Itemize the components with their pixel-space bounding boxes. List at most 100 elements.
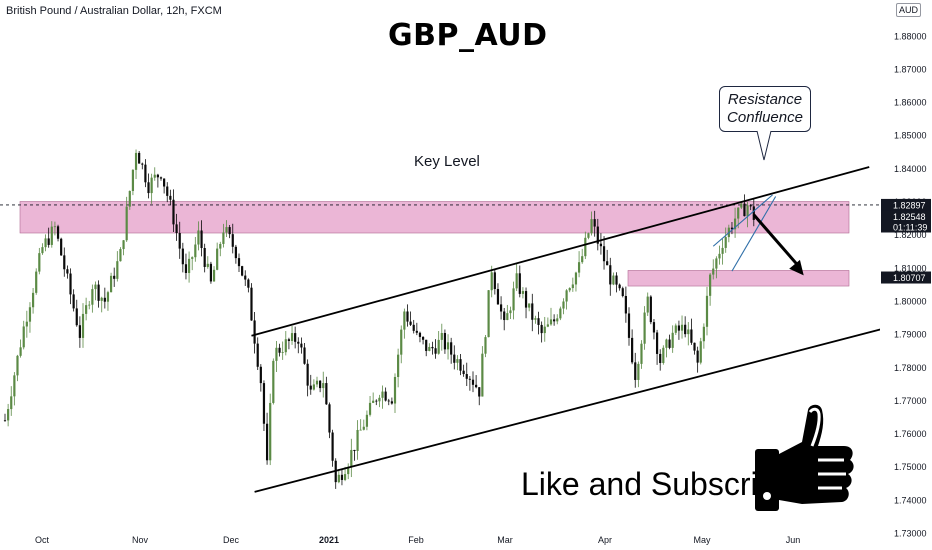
candle-down [690,329,693,343]
candle-down [78,325,81,338]
price-label: 1.82548 [893,212,926,222]
candle-up [487,290,490,338]
candle-down [256,343,259,367]
candle-down [593,219,596,227]
candle-down [518,273,521,294]
price-tick-label: 1.76000 [894,429,927,439]
channel-bottom-line [254,319,917,493]
candle-up [565,290,568,302]
candle-down [537,318,540,325]
time-tick-label: Nov [132,535,149,545]
thumbs-up-icon [755,404,854,511]
price-axis[interactable]: 1.73000 1.74000 1.75000 1.76000 1.77000 1.780… [880,0,932,550]
candle-up [19,347,22,356]
price-zone [627,270,850,287]
candle-down [503,311,506,321]
candle-down [434,348,437,354]
price-tick-label: 1.77000 [894,396,927,406]
candle-down [303,347,306,364]
candle-down [331,432,334,461]
candle-up [543,326,546,334]
price-label-box [881,271,931,284]
candle-down [406,311,409,322]
candle-up [191,257,194,259]
candle-up [549,319,553,325]
candle-down [465,374,468,379]
candle-down [752,206,755,220]
candle-up [440,333,443,340]
candle-down [450,342,453,355]
candle-up [587,233,590,238]
candle-down [621,288,624,296]
candle-up [512,288,515,311]
candle-up [397,354,400,377]
candle-up [372,400,375,403]
candle-up [7,409,10,421]
candle-down [178,233,181,249]
candle-up [368,402,372,415]
candle-down [228,227,231,235]
candle-up [709,274,712,296]
candle-down [181,248,184,265]
candle-up [53,226,57,228]
candle-up [674,325,677,333]
candle-down [265,423,269,461]
candle-up [315,380,319,385]
candle-down [471,379,475,385]
candle-down [163,178,166,187]
candle-down [244,275,247,280]
candle-down [72,294,75,309]
candle-up [362,426,365,430]
candle-down [599,243,603,247]
candle-down [431,346,434,349]
candle-up [559,308,562,319]
candle-up [612,275,615,285]
candle-up [699,341,702,363]
candle-up [556,318,559,322]
candle-down [468,378,471,380]
forecast-arrow-shaft [752,213,801,269]
candle-up [150,177,153,194]
candle-down [250,287,253,321]
candle-down [409,321,412,325]
candle-down [300,343,303,348]
price-label: 1.80707 [893,273,926,283]
candle-up [81,313,85,338]
candle-down [624,295,627,314]
forecast-arrow-head [789,259,804,276]
candle-up [41,247,44,254]
candle-down [375,400,378,402]
candle-down [496,289,500,305]
time-tick-label: Apr [598,535,612,545]
price-tick-label: 1.86000 [894,98,927,108]
candle-down [253,320,256,344]
candle-up [581,256,584,263]
candle-down [387,400,390,402]
candle-down [166,186,169,196]
candle-up [521,291,525,294]
candle-down [606,261,609,266]
time-axis[interactable]: Oct Nov Dec 2021 Feb Mar Apr May Jun [35,535,800,545]
candle-up [393,376,397,404]
candle-down [231,234,234,247]
candle-down [56,226,60,239]
candle-up [109,275,113,293]
candle-down [462,370,465,375]
candle-down [297,341,300,344]
candle-down [47,238,50,245]
candle-down [384,391,387,401]
candle-down [169,195,172,200]
candle-up [400,329,403,355]
candle-down [278,347,281,353]
candle-up [94,284,97,290]
currency-badge[interactable]: AUD [896,3,922,17]
candle-down [147,182,150,194]
candle-down [287,339,291,341]
candle-up [272,360,275,403]
candle-up [106,292,110,302]
candle-up [222,232,225,244]
candle-down [69,273,72,295]
candle-up [637,363,640,380]
candle-down [749,205,752,207]
